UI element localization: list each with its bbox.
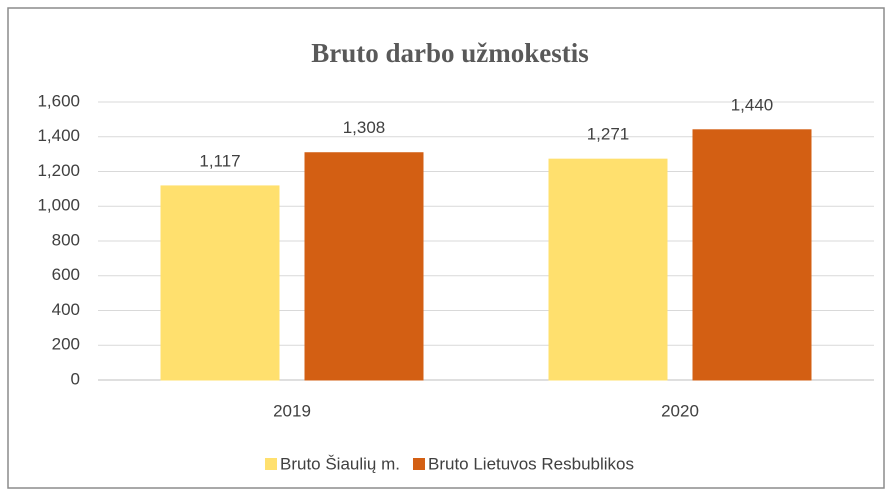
data-label: 1,271 [587, 125, 630, 144]
data-label: 1,440 [731, 95, 774, 114]
y-tick-label: 400 [52, 300, 80, 319]
legend-swatch [412, 458, 425, 470]
bar-shade [693, 129, 811, 380]
y-tick-label: 600 [52, 265, 80, 284]
bar-shade [161, 185, 279, 380]
chart-title: Bruto darbo užmokestis [311, 38, 589, 68]
legend-swatch [264, 458, 277, 470]
x-tick-label: 2020 [661, 401, 699, 420]
legend-label: Bruto Šiaulių m. [280, 454, 400, 473]
bar-shade [549, 159, 667, 380]
y-tick-label: 1,200 [37, 161, 80, 180]
y-tick-label: 200 [52, 335, 80, 354]
y-tick-label: 0 [71, 369, 80, 388]
bar-shade [305, 152, 423, 380]
data-label: 1,308 [343, 118, 386, 137]
y-tick-label: 1,600 [37, 91, 80, 110]
y-tick-label: 1,000 [37, 196, 80, 215]
x-tick-label: 2019 [273, 401, 311, 420]
legend-label: Bruto Lietuvos Resbublikos [428, 454, 634, 473]
data-label: 1,117 [199, 151, 240, 170]
y-tick-label: 800 [52, 230, 80, 249]
y-tick-label: 1,400 [37, 126, 80, 145]
